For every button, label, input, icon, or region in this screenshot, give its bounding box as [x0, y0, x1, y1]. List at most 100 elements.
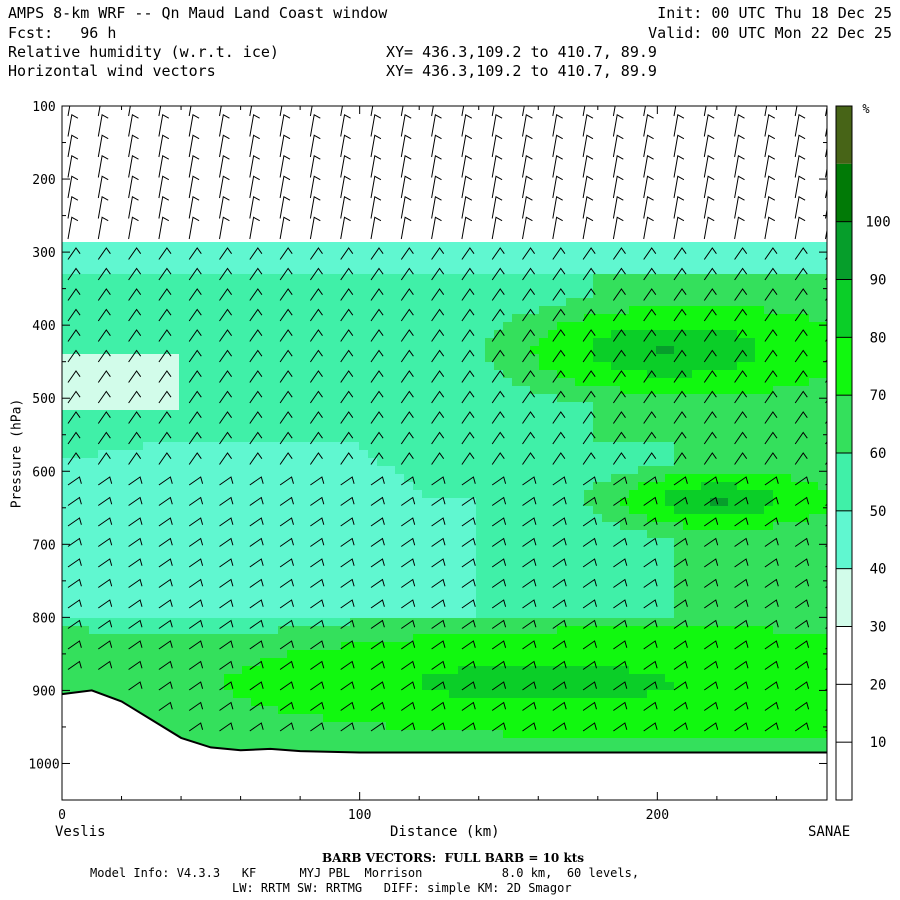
wind-barb: [158, 288, 172, 301]
wind-barb: [461, 558, 476, 568]
wind-barb: [370, 660, 385, 670]
wind-barb: [794, 681, 810, 691]
x-tick-label: 200: [646, 808, 669, 823]
colorbar-segment: [836, 626, 852, 685]
wind-barb: [734, 390, 748, 404]
wind-barb: [340, 558, 355, 568]
wind-barb: [370, 216, 382, 240]
wind-barb: [128, 114, 139, 137]
wind-barb: [188, 196, 200, 219]
wind-barb: [309, 411, 323, 424]
wind-barb: [128, 308, 142, 322]
wind-barb: [249, 216, 260, 240]
wind-barb: [97, 308, 111, 322]
wind-barb: [734, 681, 749, 691]
wind-barb: [673, 349, 687, 363]
wind-barb: [370, 517, 385, 527]
wind-barb: [582, 640, 597, 650]
wind-barb: [673, 496, 688, 506]
wind-barb: [643, 578, 658, 588]
wind-barb: [158, 517, 173, 527]
wind-barb: [128, 431, 142, 445]
wind-barb: [431, 196, 442, 219]
wind-barb: [794, 390, 808, 404]
wind-barb: [431, 578, 446, 588]
wind-barb: [522, 599, 537, 609]
wind-barb: [491, 308, 505, 322]
wind-barb: [431, 288, 445, 301]
wind-barb: [552, 370, 566, 383]
wind-barb: [794, 640, 810, 650]
wind-barb: [158, 681, 173, 691]
wind-barb: [401, 619, 416, 629]
wind-barb: [128, 476, 143, 486]
wind-barb: [158, 267, 172, 281]
wind-barb: [794, 476, 810, 486]
wind-barb: [613, 537, 628, 547]
wind-barb: [158, 431, 172, 445]
wind-barb: [582, 155, 594, 178]
wind-barb: [188, 134, 200, 158]
colorbar-label: 90: [870, 273, 887, 289]
colorbar-segment: [836, 163, 852, 222]
wind-barb: [734, 722, 749, 732]
wind-barb: [309, 196, 321, 219]
wind-barb: [188, 578, 204, 588]
wind-barb: [491, 216, 503, 240]
plot-frame: [61, 105, 828, 801]
wind-barb: [582, 308, 596, 322]
colorbar: 10 20 30 40 50 60 70 80 90 100%: [835, 102, 891, 801]
wind-barb: [340, 599, 355, 609]
wind-barb: [764, 496, 779, 506]
wind-barb: [279, 411, 293, 424]
wind-barb: [400, 370, 414, 383]
wind-barb: [370, 196, 382, 219]
chart-title: AMPS 8-km WRF -- Qn Maud Land Coast wind…: [8, 4, 388, 22]
wind-barb: [219, 431, 233, 445]
wind-barb: [461, 537, 476, 547]
wind-barb: [522, 537, 537, 547]
wind-barb: [309, 349, 323, 363]
wind-barb: [400, 247, 414, 260]
wind-barb: [552, 722, 567, 732]
wind-barb: [219, 349, 233, 363]
wind-barb: [370, 390, 384, 404]
terrain-surface-line: [61, 689, 827, 754]
wind-barb: [794, 267, 808, 281]
wind-barb: [734, 329, 748, 342]
wind-barb: [67, 517, 82, 527]
wind-barb: [552, 155, 563, 178]
wind-barb: [188, 431, 202, 445]
wind-barb: [522, 247, 536, 260]
colorbar-label: 40: [870, 562, 887, 578]
wind-barb: [370, 349, 384, 363]
wind-barb: [340, 640, 355, 650]
wind-barb: [461, 517, 476, 527]
wind-barb: [370, 114, 382, 137]
wind-barb: [401, 496, 416, 506]
wind-barb: [401, 681, 416, 691]
wind-barb: [643, 349, 657, 363]
colorbar-segment: [836, 395, 852, 453]
forecast-hour: Fcst: 96 h: [8, 24, 117, 42]
wind-barb: [128, 175, 139, 199]
wind-barb: [219, 660, 234, 670]
wind-barb: [673, 308, 687, 322]
wind-barb: [279, 431, 293, 445]
wind-barb: [794, 452, 808, 465]
wind-barb: [643, 114, 654, 137]
wind-barb: [400, 175, 412, 199]
wind-barb: [158, 452, 172, 465]
wind-barb: [703, 329, 717, 342]
wind-barb: [552, 349, 566, 363]
wind-barb: [673, 155, 685, 178]
wind-barb: [400, 349, 414, 363]
wind-barb: [219, 640, 234, 650]
wind-barb: [461, 216, 473, 240]
wind-barb: [128, 496, 143, 506]
wind-barb: [673, 452, 687, 465]
wind-barb: [703, 106, 707, 117]
wind-barb: [158, 619, 173, 629]
wind-barb: [673, 660, 688, 670]
wind-barb: [794, 247, 808, 260]
